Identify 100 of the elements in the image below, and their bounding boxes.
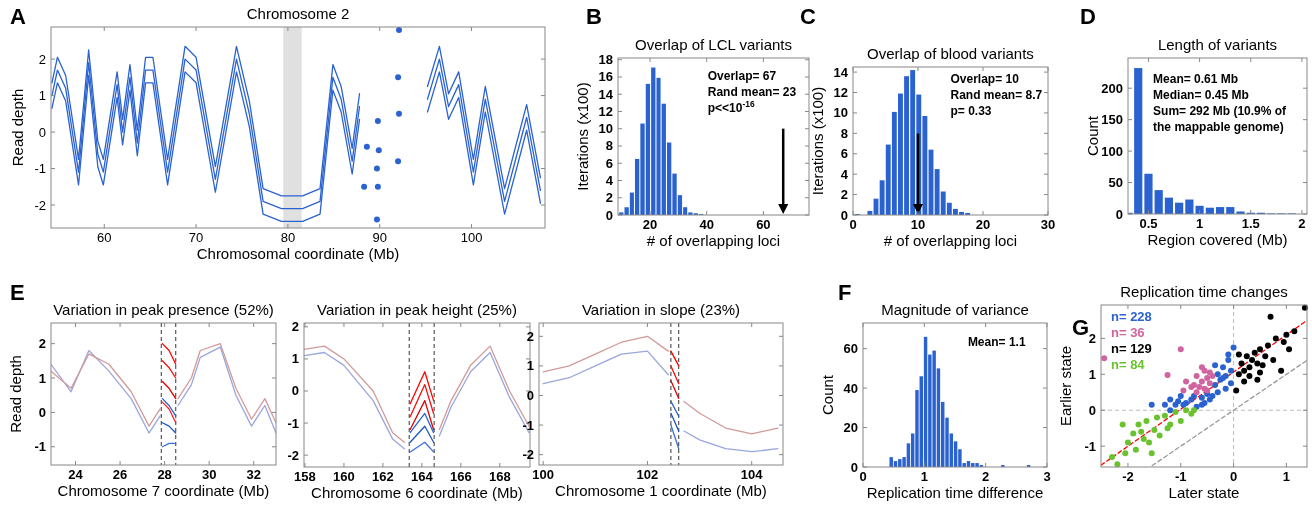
x-axis-title: # of overlapping loci [883, 232, 1018, 249]
y-tick-label: 2 [38, 51, 46, 67]
x-tick-label: 0.5 [1139, 216, 1158, 231]
y-tick-label: -2 [287, 447, 299, 463]
y-axis-title: Iterations (x100) [809, 86, 826, 196]
text: G [1072, 315, 1090, 340]
annotation: Rand mean= 8.7 [950, 88, 1043, 103]
y-axis-title: Count [1084, 115, 1101, 157]
x-tick-label: 166 [449, 469, 472, 484]
annotation: the mappable genome) [1153, 119, 1284, 134]
y-tick-label: 6 [605, 155, 613, 171]
x-tick-label: 10 [910, 217, 926, 232]
y-tick-label: 8 [605, 138, 613, 154]
y-tick-label: 40 [843, 380, 858, 396]
y-tick-label: 12 [598, 103, 613, 119]
text: F [838, 280, 852, 305]
x-tick-label: 20 [975, 217, 991, 232]
x-tick-label: -2 [1122, 469, 1134, 484]
text: B [586, 4, 602, 29]
y-tick-label: 2 [291, 319, 299, 335]
y-tick-label: 1 [291, 351, 299, 367]
y-tick-label: 14 [598, 86, 614, 102]
x-tick-label: 2 [982, 469, 990, 484]
x-tick-label: -1 [1174, 469, 1187, 484]
y-tick-label: 0 [526, 387, 534, 403]
annotation: Median= 0.45 Mb [1153, 87, 1249, 102]
x-axis-title: Region covered (Mb) [1147, 231, 1288, 248]
text: n= 228 [1111, 309, 1152, 324]
chart-title: Variation in peak height (25%) [317, 301, 517, 318]
x-tick-label: 60 [97, 230, 112, 245]
y-tick-label: 2 [38, 336, 46, 352]
chart-title: Replication time changes [1120, 283, 1288, 300]
y-axis-title: Read depth [7, 355, 24, 433]
annotation: Sum= 292 Mb (10.9% of [1153, 103, 1288, 118]
y-tick-label: 200 [1101, 80, 1123, 96]
x-axis-title: Chromosome 7 coordinate (Mb) [57, 482, 270, 499]
y-tick-label: -1 [34, 439, 46, 455]
y-tick-label: 50 [1108, 175, 1123, 191]
x-tick-label: 24 [68, 467, 84, 482]
chart-title: Chromosome 2 [246, 5, 350, 22]
x-axis-title: Chromosomal coordinate (Mb) [196, 245, 400, 262]
x-tick-label: 1 [1282, 469, 1291, 484]
x-axis-title: Replication time difference [866, 484, 1044, 501]
y-tick-label: 1 [1088, 366, 1096, 382]
y-tick-label: 10 [833, 105, 848, 121]
y-tick-label: -1 [1084, 438, 1096, 454]
x-axis-title: Later state [1168, 484, 1240, 501]
text: D [1080, 4, 1096, 29]
y-tick-label: 18 [598, 52, 613, 68]
annotation: p<<10$^{-16}$ [707, 98, 755, 115]
y-tick-label: 0 [291, 383, 299, 399]
y-tick-label: 6 [840, 146, 848, 162]
y-tick-label: -1 [287, 415, 299, 431]
x-tick-label: 20 [642, 217, 658, 232]
y-tick-label: 0 [38, 404, 46, 420]
x-tick-label: 164 [411, 469, 434, 484]
x-tick-label: 1 [920, 469, 928, 484]
x-axis-title: # of overlapping loci [646, 232, 781, 249]
text: n= 84 [1111, 357, 1146, 372]
x-tick-label: 2 [1298, 216, 1306, 231]
y-tick-label: 150 [1101, 112, 1123, 128]
x-tick-label: 3 [1043, 469, 1051, 484]
chart-title: Variation in peak presence (52%) [53, 301, 274, 318]
chart-title: Overlap of blood variants [867, 45, 1034, 62]
y-tick-label: 2 [1088, 330, 1096, 346]
y-axis-title: Iterations (x100) [574, 82, 591, 191]
y-tick-label: 100 [1101, 143, 1123, 159]
chart-title: Length of variants [1157, 36, 1278, 53]
y-tick-label: 2 [526, 328, 534, 344]
x-tick-label: 102 [636, 467, 659, 482]
x-axis-title: Chromosome 1 coordinate (Mb) [555, 482, 767, 499]
x-axis-title: Chromosome 6 coordinate (Mb) [311, 484, 523, 501]
x-tick-label: 0 [1229, 469, 1238, 484]
x-tick-label: 1 [1195, 216, 1204, 231]
y-tick-label: 1 [526, 358, 534, 374]
y-axis-title: Count [819, 374, 836, 416]
annotation: Mean= 1.1 [967, 335, 1026, 350]
text: A [10, 4, 26, 29]
chart-title: Magnitude of variance [881, 301, 1029, 318]
y-tick-label: -2 [522, 447, 534, 463]
annotation: Rand mean= 23 [707, 84, 797, 99]
y-tick-label: -1 [522, 417, 534, 433]
y-tick-label: 20 [843, 420, 858, 436]
y-tick-label: 12 [833, 85, 848, 101]
y-axis-title: Read depth [9, 88, 26, 167]
x-tick-label: 30 [1040, 217, 1056, 232]
y-tick-label: 0 [38, 124, 46, 140]
annotation: Overlap= 10 [950, 72, 1020, 87]
y-tick-label: 4 [840, 166, 849, 182]
text: C [800, 4, 816, 29]
x-tick-label: 100 [460, 230, 483, 245]
x-tick-label: 104 [740, 467, 764, 482]
y-tick-label: 0 [1088, 402, 1096, 418]
y-tick-label: 14 [833, 64, 849, 80]
text: n= 129 [1111, 341, 1152, 356]
x-tick-label: 40 [699, 217, 714, 232]
text: E [10, 280, 25, 305]
x-tick-label: 30 [201, 467, 217, 482]
chart-title: Overlap of LCL variants [634, 36, 793, 53]
y-tick-label: 16 [598, 69, 613, 85]
